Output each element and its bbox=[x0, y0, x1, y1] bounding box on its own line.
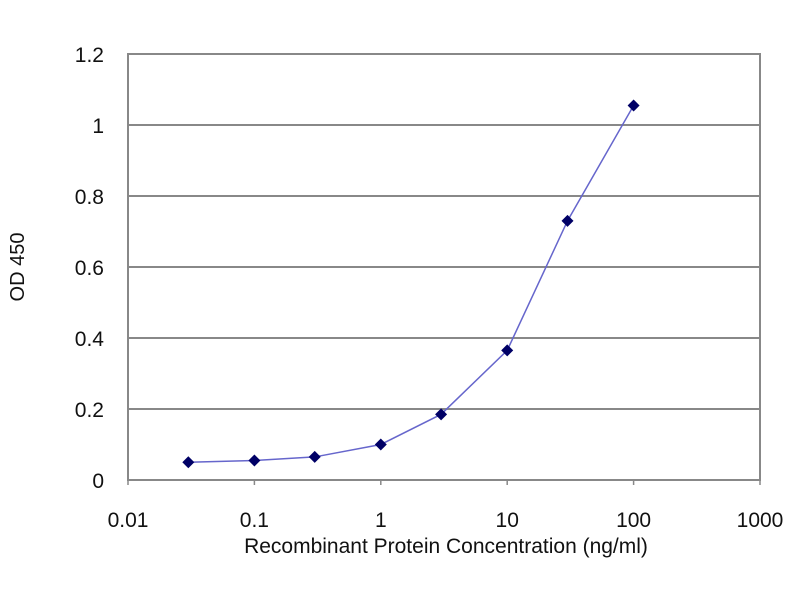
data-point bbox=[182, 456, 195, 469]
y-tick-label: 0.8 bbox=[75, 186, 104, 209]
y-axis-ticks: 0 0.2 0.4 0.6 0.8 1 1.2 bbox=[75, 44, 105, 493]
y-tick-label: 0 bbox=[92, 470, 104, 493]
data-point bbox=[435, 408, 448, 421]
data-point bbox=[374, 438, 387, 451]
y-tick-label: 1.2 bbox=[75, 44, 104, 67]
data-point bbox=[561, 214, 574, 227]
y-tick-label: 0.6 bbox=[75, 257, 104, 280]
x-tick-label: 0.01 bbox=[108, 509, 149, 532]
x-tick-label: 1000 bbox=[737, 509, 784, 532]
y-axis-label: OD 450 bbox=[7, 233, 29, 302]
series bbox=[182, 99, 640, 469]
data-point bbox=[248, 454, 261, 467]
grid-lines bbox=[128, 124, 760, 410]
x-tick-label: 0.1 bbox=[240, 509, 269, 532]
data-point bbox=[501, 344, 514, 357]
x-tick-label: 1 bbox=[375, 509, 387, 532]
series-line bbox=[188, 105, 635, 463]
x-tick-label: 100 bbox=[616, 509, 651, 532]
y-tick-label: 0.4 bbox=[75, 328, 105, 351]
x-tick-label: 10 bbox=[496, 509, 519, 532]
y-tick-label: 0.2 bbox=[75, 399, 104, 422]
y-tick-label: 1 bbox=[92, 115, 104, 138]
plot-area bbox=[127, 53, 761, 481]
data-point bbox=[627, 99, 640, 112]
x-axis-label: Recombinant Protein Concentration (ng/ml… bbox=[244, 535, 648, 558]
x-axis-ticks: 0.01 0.1 1 10 100 1000 bbox=[108, 480, 784, 532]
data-point bbox=[308, 450, 321, 463]
